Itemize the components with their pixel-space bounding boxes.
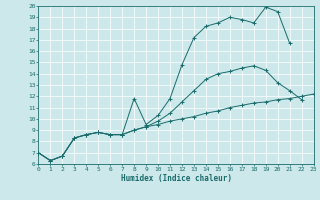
- X-axis label: Humidex (Indice chaleur): Humidex (Indice chaleur): [121, 174, 231, 183]
